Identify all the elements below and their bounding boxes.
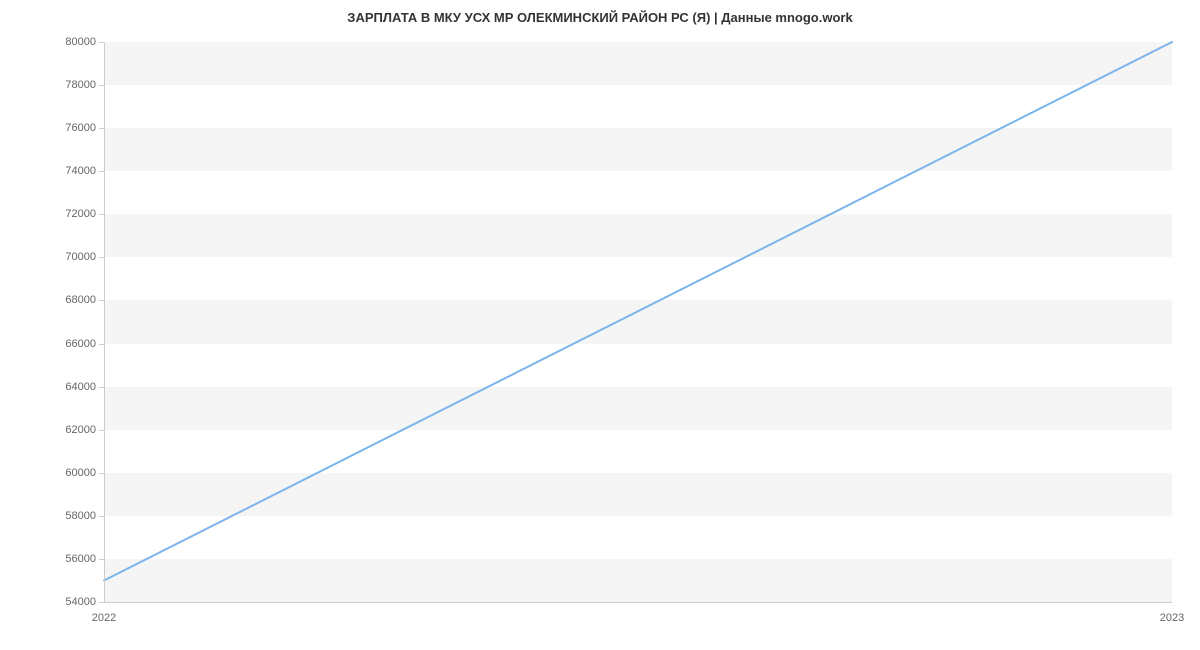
line-series-salary — [104, 42, 1172, 580]
y-tick-label: 70000 — [65, 251, 96, 263]
x-axis-line — [104, 602, 1172, 603]
y-tick-label: 66000 — [65, 338, 96, 350]
plot-area: 5400056000580006000062000640006600068000… — [104, 42, 1172, 602]
y-tick-label: 80000 — [65, 36, 96, 48]
y-tick-label: 76000 — [65, 122, 96, 134]
y-tick-label: 72000 — [65, 208, 96, 220]
y-tick-label: 56000 — [65, 553, 96, 565]
y-tick-label: 74000 — [65, 165, 96, 177]
x-tick-label: 2023 — [1160, 612, 1184, 624]
y-tick-label: 62000 — [65, 424, 96, 436]
y-tick-label: 60000 — [65, 467, 96, 479]
chart-title: ЗАРПЛАТА В МКУ УСХ МР ОЛЕКМИНСКИЙ РАЙОН … — [0, 0, 1200, 33]
y-tick-label: 64000 — [65, 381, 96, 393]
y-tick-label: 68000 — [65, 294, 96, 306]
y-tick-label: 58000 — [65, 510, 96, 522]
y-tick-label: 78000 — [65, 79, 96, 91]
x-tick-label: 2022 — [92, 612, 116, 624]
line-series-layer — [104, 42, 1172, 602]
y-tick-label: 54000 — [65, 596, 96, 608]
chart-container: ЗАРПЛАТА В МКУ УСХ МР ОЛЕКМИНСКИЙ РАЙОН … — [0, 0, 1200, 650]
y-axis-line — [104, 42, 105, 602]
